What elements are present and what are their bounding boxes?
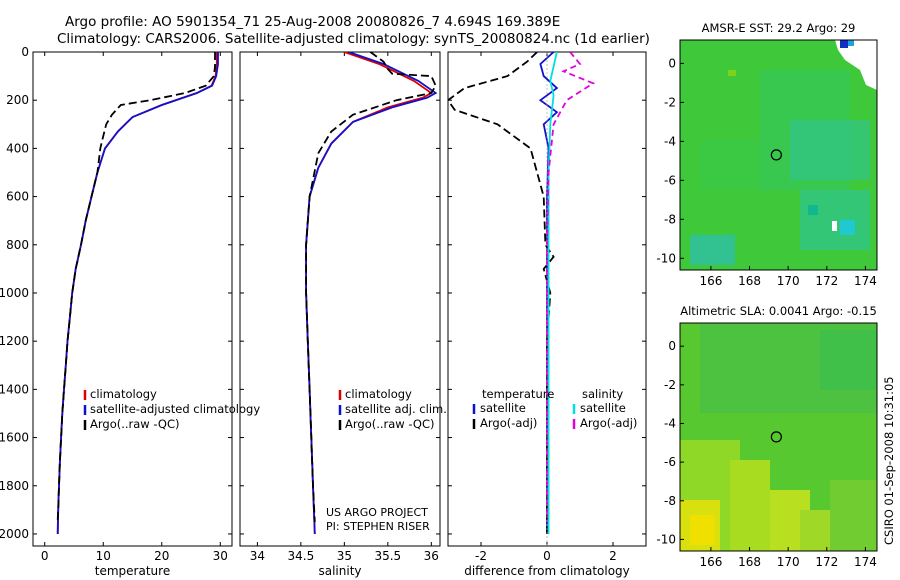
legend-entry: Argo(..raw -QC): [345, 417, 435, 431]
map-x-tick-label: 166: [699, 274, 722, 288]
timestamp: CSIRO 01-Sep-2008 10:31:05: [882, 376, 896, 545]
project-credit-line1: US ARGO PROJECT: [326, 506, 428, 519]
sst-map-heatmap: [680, 40, 877, 270]
map-x-tick-label: 174: [854, 274, 877, 288]
map-x-tick-label: 170: [777, 555, 800, 569]
x-tick-label-sal: 34: [250, 549, 265, 563]
map-x-tick-label: 172: [815, 274, 838, 288]
map-x-tick-label: 174: [854, 555, 877, 569]
project-credit-line2: PI: STEPHEN RISER: [326, 520, 430, 533]
x-axis-label-temp: temperature: [95, 564, 170, 578]
map-y-tick-label: -6: [664, 455, 676, 469]
depth-tick-label: 600: [6, 190, 29, 204]
legend-entry: temperature: [482, 387, 554, 401]
x-tick-label-sal: 35: [337, 549, 352, 563]
x-tick-label-temp: 0: [41, 549, 49, 563]
depth-tick-label: 0: [21, 45, 29, 59]
argo-float-marker: [770, 149, 782, 161]
legend-entry: Argo(..raw -QC): [90, 417, 180, 431]
argo-float-marker: [770, 431, 782, 443]
depth-tick-label: 2000: [0, 527, 29, 541]
map-y-tick-label: -8: [664, 212, 676, 226]
map-y-tick-label: -4: [664, 134, 676, 148]
depth-tick-label: 400: [6, 141, 29, 155]
series-line-argo-raw-qc-: [305, 52, 437, 522]
x-tick-label-diff: -2: [475, 549, 487, 563]
depth-tick-label: 1000: [0, 286, 29, 300]
map-y-tick-label: -2: [664, 378, 676, 392]
map-y-tick-label: -10: [656, 251, 676, 265]
x-axis-label-sal: salinity: [318, 564, 361, 578]
map-frame-sst: [679, 39, 878, 271]
x-tick-label-sal: 34.5: [288, 549, 315, 563]
legend-entry: salinity: [582, 387, 623, 401]
x-tick-label-sal: 36: [424, 549, 439, 563]
series-line-satellite-adj-clim-: [305, 52, 438, 535]
legend-entry: satellite: [480, 401, 526, 415]
map-x-tick-label: 168: [738, 274, 761, 288]
map-y-tick-label: 0: [668, 56, 676, 70]
map-y-tick-label: -8: [664, 494, 676, 508]
series-line-argo-raw-qc-: [56, 52, 216, 522]
x-tick-label-sal: 35.5: [374, 549, 401, 563]
map-frame-sla: [679, 322, 878, 552]
map-y-tick-label: 0: [668, 339, 676, 353]
legend-entry: Argo(-adj): [580, 416, 637, 430]
depth-tick-label: 1400: [0, 382, 29, 396]
legend-entry: climatology: [345, 387, 412, 401]
x-axis-label-diff: difference from climatology: [464, 564, 630, 578]
x-tick-label-temp: 30: [213, 549, 228, 563]
plot-frame-sal: [239, 51, 441, 547]
map-x-tick-label: 172: [815, 555, 838, 569]
depth-tick-label: 1600: [0, 431, 29, 445]
map-x-tick-label: 170: [777, 274, 800, 288]
map-x-tick-label: 166: [699, 555, 722, 569]
depth-tick-label: 200: [6, 93, 29, 107]
legend-entry: climatology: [90, 387, 157, 401]
legend-entry: Argo(-adj): [480, 416, 537, 430]
series-line-salinity-satellite: [547, 52, 558, 534]
legend-entry: satellite adj. clim.: [345, 402, 447, 416]
x-tick-label-temp: 10: [96, 549, 111, 563]
map-x-tick-label: 168: [738, 555, 761, 569]
map-y-tick-label: -4: [664, 416, 676, 430]
figure-title-line2: Climatology: CARS2006. Satellite-adjuste…: [57, 31, 650, 47]
map-y-tick-label: -2: [664, 95, 676, 109]
x-tick-label-diff: 0: [543, 549, 551, 563]
sla-map-heatmap: [680, 323, 877, 551]
depth-tick-label: 1200: [0, 334, 29, 348]
legend-entry: satellite: [580, 401, 626, 415]
map-title-sst: AMSR-E SST: 29.2 Argo: 29: [702, 21, 856, 35]
map-y-tick-label: -10: [656, 532, 676, 546]
plot-frame-temp: [32, 51, 233, 547]
map-y-tick-label: -6: [664, 173, 676, 187]
figure-title-line1: Argo profile: AO 5901354_71 25-Aug-2008 …: [65, 14, 560, 30]
legend-entry: satellite-adjusted climatology: [90, 402, 260, 416]
map-title-sla: Altimetric SLA: 0.0041 Argo: -0.15: [680, 304, 877, 318]
depth-tick-label: 800: [6, 238, 29, 252]
x-tick-label-temp: 20: [154, 549, 169, 563]
depth-tick-label: 1800: [0, 479, 29, 493]
x-tick-label-diff: 2: [609, 549, 617, 563]
